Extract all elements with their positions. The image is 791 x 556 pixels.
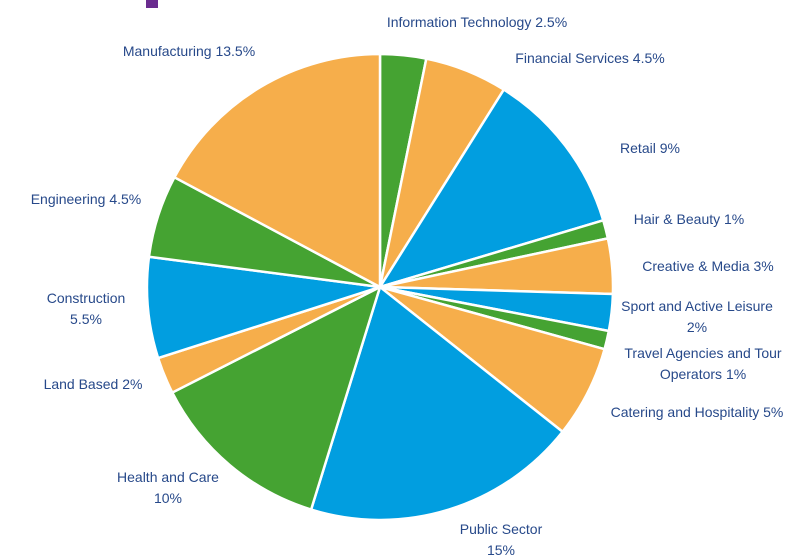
category-name: Creative & Media xyxy=(642,258,750,274)
slice-label: Information Technology 2.5% xyxy=(347,12,607,33)
slice-label: Financial Services 4.5% xyxy=(480,48,700,69)
value-label: 2% xyxy=(122,376,143,392)
value-label: 5.5% xyxy=(70,311,102,327)
slice-label: Engineering 4.5% xyxy=(11,189,161,210)
value-label: 4.5% xyxy=(109,191,142,207)
slice-label: Sport and Active Leisure 2% xyxy=(612,296,782,338)
category-name: Health and Care xyxy=(117,469,219,485)
value-label: 10% xyxy=(153,490,183,506)
slice-label: Land Based 2% xyxy=(23,374,163,395)
category-name: Public Sector xyxy=(459,521,543,537)
value-label: 9% xyxy=(659,140,680,156)
value-label: 1% xyxy=(725,366,747,382)
value-label: 15% xyxy=(486,542,516,556)
value-label: 1% xyxy=(724,211,745,227)
pie-slice xyxy=(145,255,382,360)
pie-slice xyxy=(173,52,382,289)
category-name: Manufacturing xyxy=(122,43,212,59)
pie-slice xyxy=(171,285,382,511)
category-name: Financial Services xyxy=(515,50,629,66)
category-name: Hair & Beauty xyxy=(633,211,721,227)
pie-slice xyxy=(378,88,605,289)
category-name: Construction xyxy=(46,290,126,306)
slice-label: Public Sector 15% xyxy=(446,519,556,556)
value-label: 4.5% xyxy=(632,50,665,66)
category-name: Travel Agencies and Tour Operators xyxy=(624,345,782,382)
title-fragment xyxy=(146,0,158,8)
slice-label: Retail 9% xyxy=(590,138,710,159)
slice-label: Travel Agencies and Tour Operators 1% xyxy=(616,343,791,385)
category-name: Information Technology xyxy=(386,14,532,30)
category-name: Catering and Hospitality xyxy=(610,404,760,420)
slice-label: Creative & Media 3% xyxy=(628,256,788,277)
category-name: Retail xyxy=(620,140,656,156)
category-name: Engineering xyxy=(30,191,106,207)
pie-slice xyxy=(309,285,564,522)
value-label: 13.5% xyxy=(215,43,256,59)
value-label: 5% xyxy=(763,404,784,420)
slice-label: Manufacturing 13.5% xyxy=(89,41,289,62)
value-label: 2% xyxy=(686,319,708,335)
slice-label: Construction 5.5% xyxy=(36,288,136,330)
category-name: Sport and Active Leisure xyxy=(621,298,773,314)
category-name: Land Based xyxy=(43,376,119,392)
slice-label: Health and Care 10% xyxy=(108,467,228,509)
slice-label: Hair & Beauty 1% xyxy=(609,209,769,230)
value-label: 2.5% xyxy=(535,14,568,30)
slice-label: Catering and Hospitality 5% xyxy=(597,402,791,423)
value-label: 3% xyxy=(753,258,774,274)
